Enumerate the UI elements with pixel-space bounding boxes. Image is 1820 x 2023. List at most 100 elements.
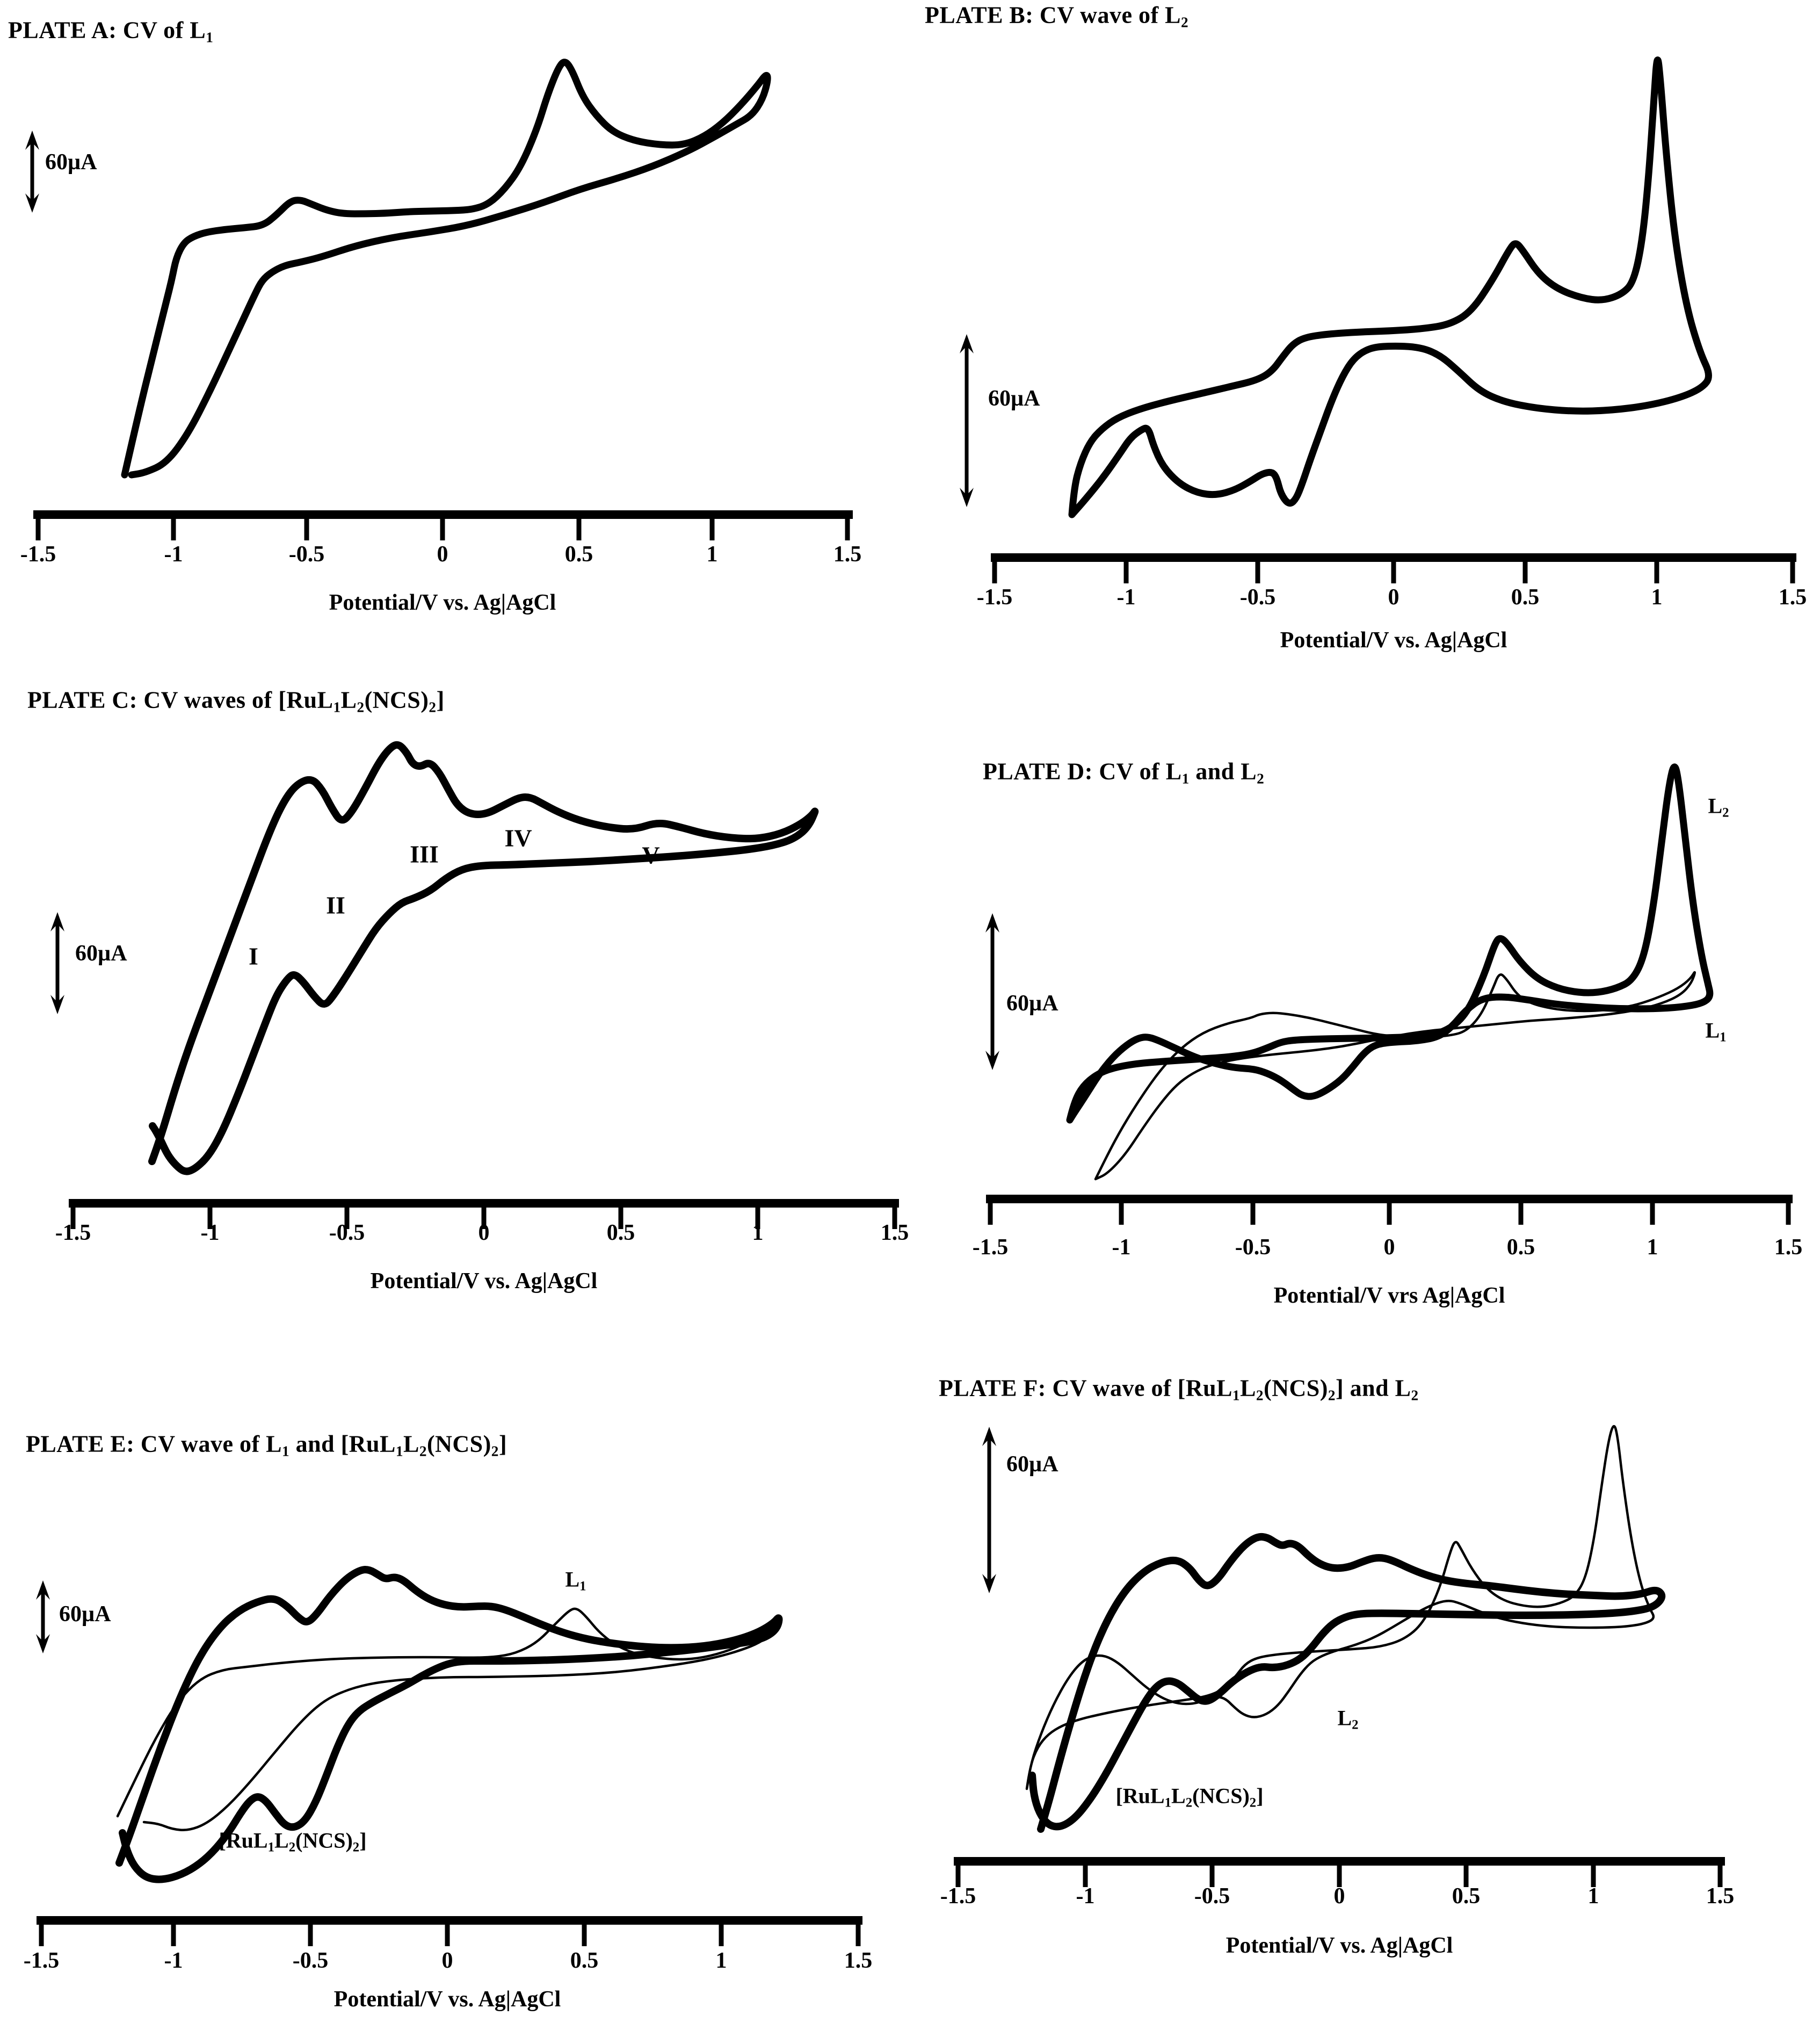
subscript: 2 — [1352, 1717, 1359, 1732]
plate-e-tick-label: -1.5 — [23, 1948, 60, 1973]
plate-e-tick-label: -0.5 — [292, 1948, 329, 1973]
text-run: [RuL — [1115, 1783, 1165, 1808]
text-run: L — [1240, 1375, 1256, 1401]
text-run: (NCS) — [1264, 1375, 1328, 1401]
plate-a-tick-label: -1 — [164, 542, 183, 567]
plate-c-tick-label: -1 — [200, 1220, 220, 1245]
plate-a-tick-label: -0.5 — [288, 542, 325, 567]
plate-e-tick-label: 1 — [715, 1948, 727, 1973]
subscript: 1 — [333, 699, 341, 716]
subscript: 2 — [1185, 1795, 1193, 1810]
text-run: L — [565, 1567, 580, 1592]
plate-a-tick-label: 1 — [706, 542, 718, 567]
plate-b-chart — [960, 56, 1796, 583]
plate-d-annotation-l: L1 — [1705, 1018, 1726, 1045]
plate-e-annotation-rullncs: [RuL1L2(NCS)2] — [219, 1828, 366, 1855]
cv-curve-L2 — [1025, 1425, 1655, 1790]
plate-e-tick-label: 1.5 — [844, 1948, 873, 1973]
plate-f-annotation-l: L2 — [1337, 1706, 1358, 1733]
subscript: 2 — [1256, 1387, 1264, 1404]
text-run: and L — [1189, 758, 1257, 785]
plate-a-axis-label: Potential/V vs. Ag|AgCl — [329, 590, 556, 615]
plate-d-tick-label: 0.5 — [1506, 1235, 1535, 1260]
plate-c-annotation-i: I — [249, 942, 258, 971]
plate-a-tick-label: 0 — [437, 542, 448, 567]
plate-e-chart — [36, 1566, 862, 1946]
plate-d-tick-label: 1 — [1647, 1235, 1658, 1260]
plate-d-tick-label: 0 — [1383, 1235, 1395, 1260]
plate-f-tick-label: 0 — [1333, 1884, 1345, 1909]
plate-c-title: PLATE C: CV waves of [RuL1L2(NCS)2] — [27, 687, 445, 716]
plate-d-title: PLATE D: CV of L1 and L2 — [983, 758, 1264, 787]
text-run: L — [1171, 1783, 1186, 1808]
plate-a-title: PLATE A: CV of L1 — [8, 17, 213, 46]
plate-f-tick-label: 1.5 — [1706, 1884, 1735, 1909]
subscript: 1 — [1720, 1030, 1727, 1045]
scale-arrow-head-down — [982, 1574, 996, 1593]
cv-curve-L1 — [116, 1607, 779, 1831]
plate-c-tick-label: 0 — [478, 1220, 490, 1245]
plate-a-tick-label: 1.5 — [833, 542, 862, 567]
subscript: 1 — [282, 1443, 290, 1460]
subscript: 1 — [579, 1579, 586, 1594]
plate-f-tick-label: -1.5 — [940, 1884, 976, 1909]
plate-f-tick-label: -1 — [1076, 1884, 1095, 1909]
subscript: 2 — [491, 1443, 499, 1460]
scale-arrow-head-down — [960, 488, 974, 507]
scale-arrow-head-down — [985, 1051, 999, 1070]
plate-e-axis-label: Potential/V vs. Ag|AgCl — [333, 1987, 561, 2012]
plate-e-tick-label: -1 — [164, 1948, 183, 1973]
text-run: ] — [498, 1430, 507, 1457]
cv-curve-L2 — [1066, 763, 1714, 1124]
subscript: 2 — [1328, 1387, 1336, 1404]
plate-f-annotation-rullncs: [RuL1L2(NCS)2] — [1115, 1783, 1263, 1811]
subscript: 2 — [429, 699, 437, 716]
plate-d-tick-label: -1 — [1112, 1235, 1131, 1260]
plate-c-scale-label: 60µA — [75, 941, 127, 966]
plate-f-tick-label: 1 — [1587, 1884, 1599, 1909]
plate-b-tick-label: 1 — [1651, 585, 1663, 610]
plate-f-title: PLATE F: CV wave of [RuL1L2(NCS)2] and L… — [939, 1375, 1419, 1404]
subscript: 2 — [1722, 805, 1729, 820]
text-run: (NCS) — [364, 687, 429, 713]
scale-arrow-head-up — [960, 334, 974, 353]
cv-curve-[RuL1L2(NCS)2] — [148, 741, 819, 1175]
scale-arrow-head-down — [36, 1634, 50, 1653]
plate-c-tick-label: 1 — [752, 1220, 764, 1245]
cv-curve-L1 — [121, 59, 771, 479]
plate-a-chart — [25, 59, 853, 540]
scale-arrow-head-down — [50, 995, 64, 1014]
plate-d-tick-label: -0.5 — [1235, 1235, 1271, 1260]
text-run: (NCS) — [295, 1828, 353, 1853]
scale-arrow-head-up — [50, 912, 64, 931]
text-run: PLATE A: CV of L — [8, 17, 206, 44]
subscript: 1 — [395, 1443, 403, 1460]
plate-a-scale-label: 60µA — [45, 150, 97, 175]
plate-f-tick-label: -0.5 — [1194, 1884, 1230, 1909]
text-run: and [RuL — [289, 1430, 396, 1457]
plate-d-scale-label: 60µA — [1006, 991, 1058, 1016]
subscript: 2 — [1257, 770, 1265, 787]
plate-b-axis-label: Potential/V vs. Ag|AgCl — [1280, 628, 1507, 653]
scale-arrow-head-up — [36, 1580, 50, 1600]
plate-d-chart — [985, 763, 1793, 1225]
cv-curve-[RuL1L2(NCS)2] — [1028, 1533, 1666, 1833]
subscript: 1 — [1181, 770, 1190, 787]
subscript: 2 — [352, 1840, 360, 1855]
plate-e-annotation-l: L1 — [565, 1567, 586, 1594]
plate-c-chart — [50, 741, 899, 1229]
plate-a-tick-label: 0.5 — [564, 542, 593, 567]
plate-e-tick-label: 0.5 — [570, 1948, 599, 1973]
subscript: 2 — [1411, 1387, 1419, 1404]
text-run: ] — [359, 1828, 367, 1853]
plate-b-scale-label: 60µA — [988, 386, 1040, 411]
text-run: PLATE B: CV wave of L — [925, 2, 1181, 28]
subscript: 2 — [357, 699, 365, 716]
text-run: L — [1708, 793, 1723, 818]
cv-curve-[RuL1L2(NCS)2] — [115, 1566, 783, 1883]
plate-b-tick-label: 0 — [1388, 585, 1400, 610]
text-run: L — [340, 687, 357, 713]
subscript: 1 — [1232, 1387, 1241, 1404]
plate-c-tick-label: 0.5 — [606, 1220, 635, 1245]
plate-c-tick-label: -0.5 — [329, 1220, 365, 1245]
